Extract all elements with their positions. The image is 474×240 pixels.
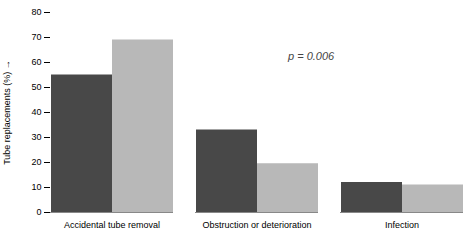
svg-text:10: 10 xyxy=(31,182,41,192)
svg-text:p = 0.006: p = 0.006 xyxy=(287,50,335,62)
svg-text:0: 0 xyxy=(36,207,41,217)
svg-text:50: 50 xyxy=(31,82,41,92)
svg-text:80: 80 xyxy=(31,7,41,17)
svg-text:70: 70 xyxy=(31,32,41,42)
svg-text:Obstruction or deterioration: Obstruction or deterioration xyxy=(202,220,311,230)
svg-text:60: 60 xyxy=(31,57,41,67)
svg-text:Infection: Infection xyxy=(385,220,419,230)
svg-text:20: 20 xyxy=(31,157,41,167)
svg-text:40: 40 xyxy=(31,107,41,117)
svg-text:30: 30 xyxy=(31,132,41,142)
svg-text:Accidental tube removal: Accidental tube removal xyxy=(64,220,160,230)
svg-text:Tube replacements (%) →: Tube replacements (%) → xyxy=(2,60,12,165)
